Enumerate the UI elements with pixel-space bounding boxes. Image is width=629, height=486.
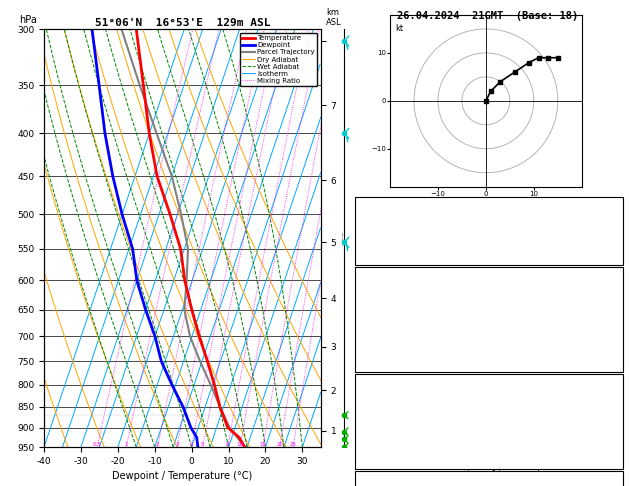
Text: 1: 1 <box>125 442 128 447</box>
Text: Most Unstable: Most Unstable <box>452 380 526 389</box>
Text: Pressure (mb): Pressure (mb) <box>362 389 437 398</box>
Text: Totals Totals: Totals Totals <box>362 226 437 235</box>
Text: km
ASL: km ASL <box>326 8 342 27</box>
Text: CAPE (J): CAPE (J) <box>362 435 408 444</box>
Text: θₑ(K): θₑ(K) <box>362 311 391 320</box>
Text: 1.7: 1.7 <box>599 296 616 305</box>
Text: 2: 2 <box>156 442 159 447</box>
X-axis label: Dewpoint / Temperature (°C): Dewpoint / Temperature (°C) <box>113 471 252 482</box>
Text: Lifted Index: Lifted Index <box>362 419 431 429</box>
Text: 25: 25 <box>289 442 297 447</box>
Text: LCL: LCL <box>354 411 369 420</box>
Text: 17: 17 <box>605 206 616 215</box>
Text: kt: kt <box>395 24 403 33</box>
Text: 20: 20 <box>276 442 283 447</box>
Text: 96: 96 <box>605 340 616 349</box>
Text: 8: 8 <box>226 442 230 447</box>
Text: CIN (J): CIN (J) <box>362 354 402 364</box>
Text: Lifted Index: Lifted Index <box>362 326 431 334</box>
Text: 994: 994 <box>599 389 616 398</box>
Text: Hodograph: Hodograph <box>463 477 515 486</box>
Text: 15: 15 <box>259 442 266 447</box>
Text: 5: 5 <box>611 419 616 429</box>
Text: K: K <box>362 206 367 215</box>
Text: 26.04.2024  21GMT  (Base: 18): 26.04.2024 21GMT (Base: 18) <box>397 11 578 21</box>
Text: Dewp (°C): Dewp (°C) <box>362 296 413 305</box>
Text: 45: 45 <box>605 226 616 235</box>
Text: 3: 3 <box>175 442 179 447</box>
Text: 0.5: 0.5 <box>92 442 101 447</box>
Text: 10: 10 <box>237 442 243 447</box>
Text: CAPE (J): CAPE (J) <box>362 340 408 349</box>
Text: 300: 300 <box>599 311 616 320</box>
Y-axis label: Mixing Ratio (g/kg): Mixing Ratio (g/kg) <box>342 231 343 245</box>
Title: 51°06'N  16°53'E  129m ASL: 51°06'N 16°53'E 129m ASL <box>94 18 270 28</box>
Text: 5: 5 <box>201 442 204 447</box>
Text: 1.14: 1.14 <box>593 247 616 256</box>
Text: 0: 0 <box>611 354 616 364</box>
Text: Temp (°C): Temp (°C) <box>362 282 413 291</box>
Text: θₑ (K): θₑ (K) <box>362 404 396 413</box>
Text: PW (cm): PW (cm) <box>362 247 402 256</box>
Text: 4: 4 <box>189 442 193 447</box>
Text: 300: 300 <box>599 404 616 413</box>
Legend: Temperature, Dewpoint, Parcel Trajectory, Dry Adiabat, Wet Adiabat, Isotherm, Mi: Temperature, Dewpoint, Parcel Trajectory… <box>240 33 317 87</box>
Text: © weatheronline.co.uk: © weatheronline.co.uk <box>437 469 542 479</box>
Text: CIN (J): CIN (J) <box>362 451 402 459</box>
Text: 0: 0 <box>611 451 616 459</box>
Text: Surface: Surface <box>469 273 509 282</box>
Text: 5: 5 <box>611 326 616 334</box>
Text: 14.4: 14.4 <box>593 282 616 291</box>
Text: 96: 96 <box>605 435 616 444</box>
Text: hPa: hPa <box>19 15 37 25</box>
